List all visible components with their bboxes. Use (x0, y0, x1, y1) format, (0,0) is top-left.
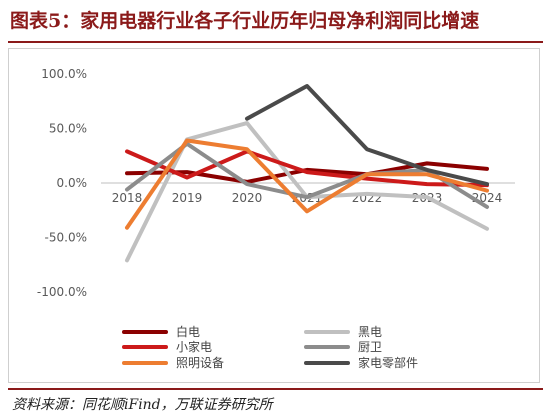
source-note: 资料来源：同花顺iFind，万联证券研究所 (12, 394, 273, 414)
x-tick-label: 2024 (472, 191, 503, 205)
legend-label: 小家电 (176, 339, 212, 354)
chart-frame: 100.0% 50.0% 0.0% -50.0% -100.0% 2018 2019 202… (8, 48, 540, 383)
legend-label: 照明设备 (176, 356, 224, 370)
legend-label: 厨卫 (358, 340, 382, 354)
title-divider (8, 41, 543, 43)
footer-divider (8, 388, 543, 390)
x-tick-label: 2019 (172, 191, 203, 205)
chart-title: 图表5：家用电器行业各子行业历年归母净利润同比增速 (10, 6, 479, 33)
y-tick-label: 100.0% (41, 67, 87, 81)
legend-label: 黑电 (358, 325, 382, 339)
line-chart: 100.0% 50.0% 0.0% -50.0% -100.0% 2018 2019 202… (9, 49, 539, 382)
x-tick-label: 2018 (112, 191, 143, 205)
title-bar: 图表5：家用电器行业各子行业历年归母净利润同比增速 (0, 0, 549, 44)
x-tick-label: 2020 (232, 191, 263, 205)
legend-label: 家电零部件 (358, 355, 418, 370)
y-tick-label: -100.0% (37, 285, 87, 299)
y-tick-label: 0.0% (57, 176, 88, 190)
y-tick-label: 50.0% (49, 122, 87, 136)
y-axis-ticks: 100.0% 50.0% 0.0% -50.0% -100.0% (37, 67, 87, 299)
legend-label: 白电 (176, 324, 200, 339)
y-tick-label: -50.0% (45, 231, 87, 245)
series-lines (127, 86, 487, 260)
